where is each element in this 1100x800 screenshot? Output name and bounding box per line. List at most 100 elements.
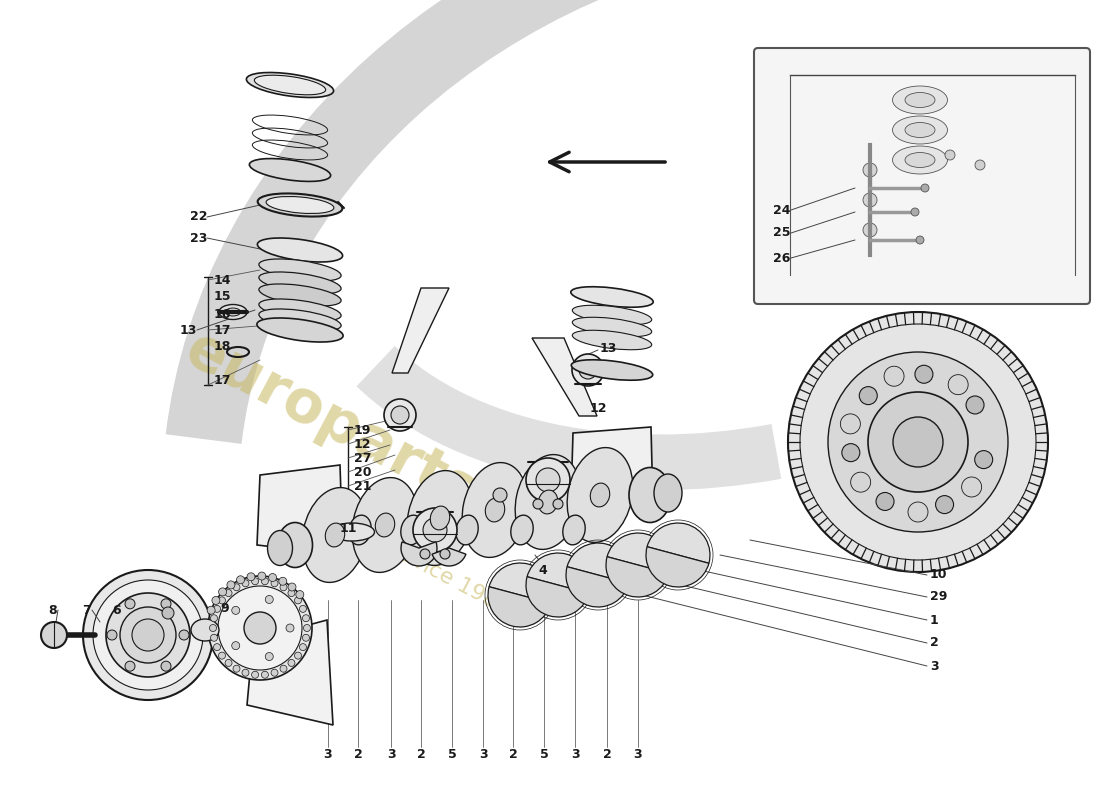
Ellipse shape (572, 318, 651, 337)
Ellipse shape (892, 146, 947, 174)
Polygon shape (571, 427, 653, 507)
Text: 3: 3 (478, 749, 487, 762)
Circle shape (120, 607, 176, 663)
Text: 3: 3 (387, 749, 395, 762)
Wedge shape (402, 542, 437, 566)
Circle shape (262, 671, 268, 678)
Circle shape (208, 576, 312, 680)
Circle shape (236, 576, 244, 584)
Circle shape (242, 580, 249, 587)
Ellipse shape (250, 158, 331, 182)
Text: 25: 25 (773, 226, 791, 239)
Circle shape (850, 472, 871, 492)
Circle shape (288, 590, 295, 597)
Circle shape (209, 625, 217, 631)
Wedge shape (568, 543, 630, 583)
Ellipse shape (326, 523, 344, 547)
Circle shape (219, 597, 225, 604)
Circle shape (226, 590, 232, 597)
Circle shape (213, 644, 221, 650)
Text: 15: 15 (214, 290, 231, 303)
Circle shape (213, 606, 221, 612)
Text: 3: 3 (571, 749, 580, 762)
Circle shape (828, 352, 1008, 532)
Ellipse shape (572, 330, 651, 350)
Ellipse shape (246, 73, 333, 98)
Text: 16: 16 (214, 307, 231, 321)
Circle shape (390, 406, 409, 424)
Ellipse shape (257, 238, 342, 262)
Ellipse shape (538, 490, 558, 514)
Circle shape (493, 488, 507, 502)
Text: 2: 2 (353, 749, 362, 762)
Ellipse shape (258, 309, 341, 331)
Circle shape (207, 606, 216, 614)
Text: 22: 22 (190, 210, 208, 223)
Circle shape (916, 236, 924, 244)
Ellipse shape (267, 530, 293, 566)
Text: autoparts since 1985: autoparts since 1985 (295, 490, 513, 619)
Circle shape (536, 468, 560, 492)
Circle shape (233, 584, 240, 590)
Circle shape (41, 622, 67, 648)
Circle shape (966, 396, 984, 414)
Ellipse shape (375, 513, 395, 537)
Ellipse shape (455, 515, 478, 545)
Circle shape (242, 669, 249, 676)
Circle shape (233, 666, 240, 672)
Circle shape (526, 458, 570, 502)
Ellipse shape (571, 360, 652, 380)
Circle shape (840, 414, 860, 434)
Circle shape (921, 184, 929, 192)
Wedge shape (646, 546, 708, 587)
Circle shape (534, 499, 543, 509)
Text: 12: 12 (354, 438, 372, 450)
Circle shape (162, 607, 174, 619)
Ellipse shape (571, 286, 653, 307)
Text: 1: 1 (930, 614, 938, 626)
Circle shape (412, 508, 456, 552)
Ellipse shape (330, 523, 374, 541)
Circle shape (553, 499, 563, 509)
Wedge shape (566, 566, 629, 607)
Text: 26: 26 (773, 251, 791, 265)
Text: 3: 3 (634, 749, 642, 762)
Circle shape (82, 570, 213, 700)
Text: 20: 20 (354, 466, 372, 478)
Ellipse shape (257, 318, 343, 342)
Circle shape (842, 444, 860, 462)
Circle shape (893, 417, 943, 467)
Ellipse shape (430, 506, 450, 530)
Circle shape (295, 597, 301, 604)
Circle shape (271, 580, 278, 587)
Ellipse shape (905, 122, 935, 138)
Text: 17: 17 (214, 374, 231, 387)
Circle shape (232, 606, 240, 614)
Circle shape (268, 574, 276, 582)
Wedge shape (647, 523, 710, 563)
Text: 17: 17 (214, 323, 231, 337)
Circle shape (299, 606, 307, 612)
Circle shape (299, 644, 307, 650)
Polygon shape (248, 620, 333, 725)
Circle shape (864, 223, 877, 237)
Circle shape (788, 312, 1048, 572)
Ellipse shape (277, 522, 312, 567)
Circle shape (219, 652, 225, 659)
Circle shape (219, 588, 227, 596)
Circle shape (227, 581, 235, 589)
Circle shape (304, 625, 310, 631)
Ellipse shape (258, 299, 341, 321)
Ellipse shape (563, 515, 585, 545)
Circle shape (911, 208, 918, 216)
Text: 6: 6 (112, 603, 121, 617)
Circle shape (579, 361, 597, 379)
Ellipse shape (905, 93, 935, 107)
Circle shape (210, 634, 218, 642)
Text: europarts: europarts (175, 320, 486, 522)
Ellipse shape (258, 272, 341, 294)
Circle shape (876, 493, 894, 510)
Ellipse shape (892, 116, 947, 144)
Text: 5: 5 (540, 749, 549, 762)
Text: 9: 9 (220, 602, 229, 614)
